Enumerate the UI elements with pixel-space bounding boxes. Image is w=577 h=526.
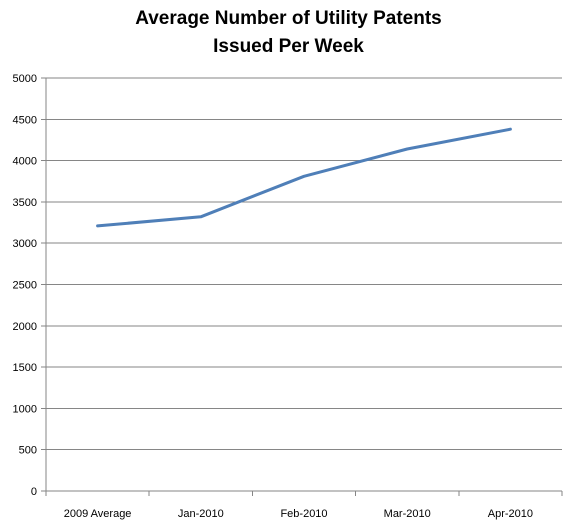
x-axis-tick-labels: 2009 Average Jan-2010 Feb-2010 Mar-2010 Apr-… (64, 508, 533, 520)
x-tick-label: Apr-2010 (488, 508, 533, 520)
x-tick-label: Mar-2010 (384, 508, 431, 520)
x-tick-label: Feb-2010 (280, 508, 327, 520)
y-tick-label: 2000 (13, 321, 37, 333)
series-lines (98, 129, 511, 226)
y-tick-label: 0 (31, 486, 37, 498)
y-tick-label: 4500 (13, 114, 37, 126)
series-line (98, 129, 511, 226)
y-tick-label: 3500 (13, 197, 37, 209)
x-tick-label: Jan-2010 (178, 508, 224, 520)
y-tick-label: 4000 (13, 156, 37, 168)
y-tick-label: 2500 (13, 280, 37, 292)
x-tick-label: 2009 Average (64, 508, 132, 520)
y-tick-label: 1000 (13, 403, 37, 415)
axes (41, 78, 562, 496)
y-tick-label: 3000 (13, 238, 37, 250)
y-tick-label: 1500 (13, 362, 37, 374)
y-tick-label: 500 (19, 445, 37, 457)
y-axis-tick-labels: 0 500 1000 1500 2000 2500 3000 3500 4000 4500 5000 (13, 73, 37, 498)
y-tick-label: 5000 (13, 73, 37, 85)
